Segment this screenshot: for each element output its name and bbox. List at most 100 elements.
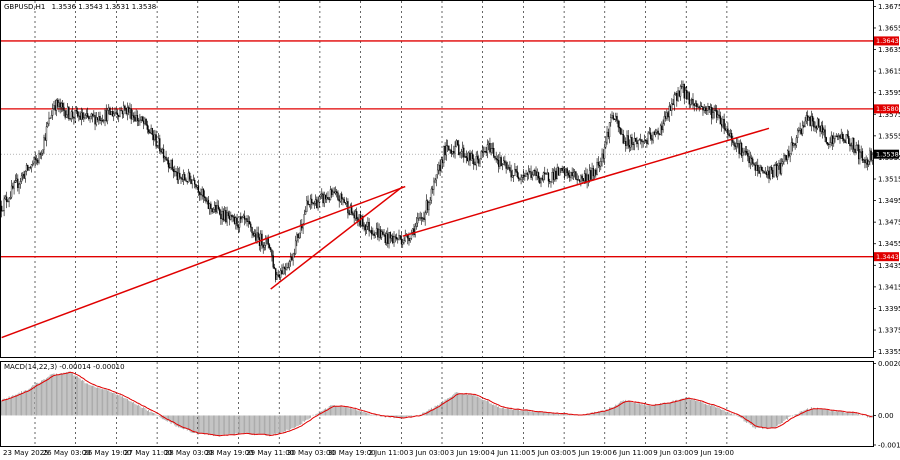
candle-bear (395, 236, 398, 240)
candle-bull (106, 110, 109, 121)
candle-bear (526, 173, 528, 175)
candle-bull (174, 171, 176, 173)
y-tick-label: 1.3595 (878, 89, 900, 97)
candle-bear (636, 141, 638, 145)
candle-bear (180, 176, 182, 179)
candle-bear (91, 113, 94, 117)
candle-bear (331, 189, 333, 195)
candle-bear (858, 144, 860, 160)
candle-bull (820, 125, 822, 132)
candle-bear (745, 151, 748, 154)
candle-bear (870, 150, 872, 161)
candle-bear (762, 169, 764, 172)
candle-bear (669, 105, 672, 111)
candle-bear (763, 170, 765, 174)
candle-bear (207, 199, 210, 209)
y-tick-label: 1.3555 (878, 132, 900, 140)
candle-bull (321, 193, 323, 196)
candle-bull (440, 159, 443, 172)
candle-bull (85, 113, 88, 116)
candle-bear (146, 124, 149, 130)
candle-bear (866, 159, 869, 165)
candle-bear (515, 169, 517, 172)
candle-bear (68, 106, 70, 120)
candle-bull (418, 217, 420, 219)
candle-bull (455, 140, 457, 147)
candle-bear (362, 216, 364, 227)
x-tick-label: 3 Jun 19:00 (450, 449, 490, 457)
candle-bear (225, 210, 227, 223)
candle-bear (646, 140, 648, 144)
candle-bear (99, 116, 101, 122)
candle-bull (114, 112, 116, 114)
candle-bear (23, 173, 25, 179)
candle-bear (167, 160, 170, 168)
candle-bear (86, 113, 89, 117)
candle-bear (836, 136, 839, 138)
candle-bull (525, 173, 527, 177)
candle-bear (160, 150, 162, 153)
x-tick-label: 27 May 11:00 (124, 449, 172, 457)
candle-bull (725, 128, 728, 131)
candle-bear (821, 125, 824, 133)
candle-bear (478, 159, 480, 164)
candle-bull (332, 191, 334, 195)
candle-bull (245, 218, 247, 220)
candle-bear (602, 153, 604, 159)
candle-bull (554, 170, 556, 180)
candle-bull (126, 107, 129, 115)
candle-bull (263, 245, 266, 248)
candle-bull (663, 116, 666, 125)
candle-bear (94, 115, 96, 125)
candle-bull (659, 125, 662, 135)
candle-bull (144, 118, 146, 124)
candle-bear (61, 103, 64, 108)
candle-bear (118, 114, 120, 117)
candle-bull (415, 222, 418, 227)
candle-bear (54, 105, 56, 111)
candle-bear (252, 232, 254, 236)
candle-bear (770, 167, 773, 171)
candle-bull (551, 172, 553, 183)
candle-bull (414, 226, 416, 236)
candle-bear (632, 144, 634, 145)
candle-bear (236, 217, 238, 226)
candle-bull (329, 189, 332, 200)
candle-bull (583, 173, 586, 182)
candle-bull (28, 167, 30, 171)
candle-bear (718, 114, 720, 117)
level-label: 1.3443 (876, 253, 899, 261)
candle-bull (363, 224, 365, 227)
candle-bull (7, 201, 9, 203)
candle-bear (737, 143, 739, 145)
ohlc-label: 1.3536 1.3543 1.3531 1.3538 (52, 3, 157, 11)
candle-bull (845, 134, 847, 143)
candle-bull (691, 99, 693, 101)
candle-bull (318, 196, 320, 203)
candle-bull (486, 144, 489, 153)
candle-bear (134, 117, 136, 122)
candle-bull (850, 145, 852, 147)
candle-bull (623, 141, 626, 144)
candle-bear (485, 151, 487, 153)
candle-bear (240, 216, 242, 220)
candle-bear (181, 178, 183, 180)
trend-line (270, 185, 404, 290)
candle-bull (213, 205, 216, 210)
candle-bear (39, 153, 41, 155)
candle-bull (851, 137, 854, 146)
candle-bear (489, 142, 491, 153)
candle-bear (190, 179, 192, 184)
candle-bull (9, 196, 12, 199)
candle-bear (785, 155, 788, 160)
candle-bear (384, 235, 386, 244)
candle-bull (103, 120, 105, 122)
candle-bull (13, 182, 15, 189)
candle-bull (375, 228, 378, 233)
candle-bear (222, 211, 225, 221)
candle-bull (242, 215, 244, 218)
candle-bear (760, 166, 763, 171)
candle-bear (730, 133, 733, 141)
candle-bear (688, 92, 690, 105)
candle-bear (399, 235, 401, 239)
